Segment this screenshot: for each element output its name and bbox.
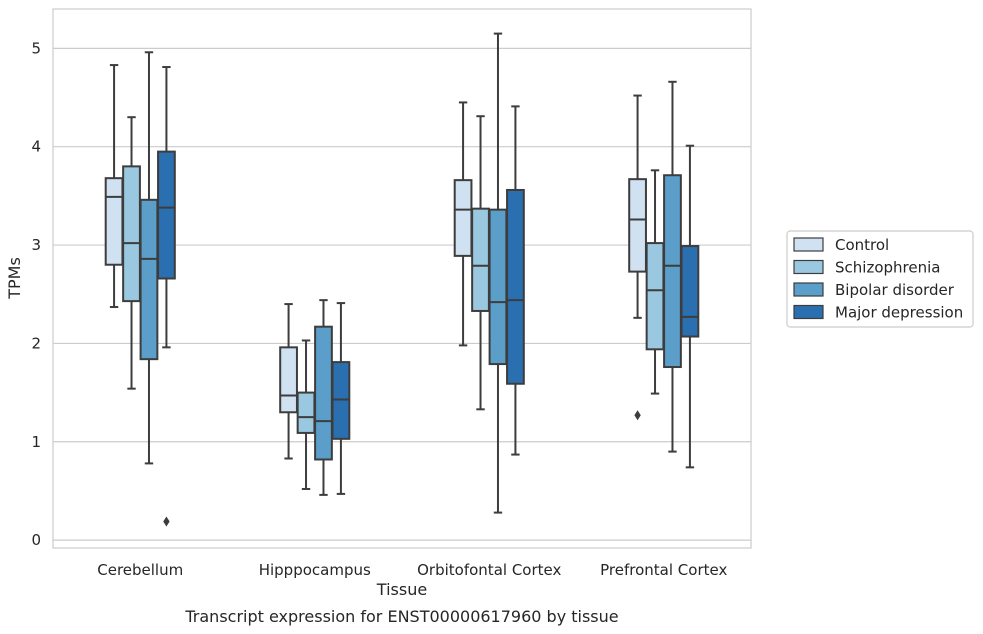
y-tick-label-0: 0 [31,531,41,549]
box-control-1 [279,303,298,460]
y-tick-label-5: 5 [31,39,41,57]
legend-label-schizophrenia: Schizophrenia [835,259,940,277]
x-tick-label-orbitofontal-cortex: Orbitofontal Cortex [417,561,561,579]
y-axis-ticks: 0 1 2 3 4 5 [31,39,41,549]
box-control-3 [628,94,647,421]
box-schizophrenia-3 [645,169,665,395]
box-schizophrenia-0 [122,116,141,390]
legend-swatch-control [793,237,824,252]
box-major-depression-3 [680,144,700,469]
box-iqr [139,198,159,361]
legend: Control Schizophrenia Bipolar disorder Majo… [786,230,974,328]
y-tick-label-3: 3 [31,236,41,254]
box-iqr [506,188,525,385]
box-iqr [157,150,176,280]
legend-swatch-major-depression [793,304,824,320]
legend-swatch-schizophrenia [793,259,824,275]
legend-label-major-depression: Major depression [835,304,963,322]
box-iqr [296,391,316,434]
y-tick-label-1: 1 [31,433,41,451]
y-axis-label: TPMs [5,257,24,300]
chart-caption: Transcript expression for ENST0000061796… [184,607,618,626]
box-iqr [471,207,490,312]
box-iqr [122,165,141,303]
box-iqr [314,325,333,461]
x-axis-label: Tissue [376,580,427,599]
box-major-depression-0 [157,66,176,527]
box-iqr [488,208,508,366]
box-bipolar-disorder-3 [663,80,682,453]
box-iqr [104,177,124,266]
box-major-depression-1 [331,302,351,495]
box-major-depression-2 [506,105,525,456]
y-tick-label-4: 4 [31,138,41,156]
legend-box [786,230,974,328]
outlier-point [163,516,170,527]
box-series [104,32,700,527]
x-tick-label-hipppocampus: Hipppocampus [259,561,371,579]
x-tick-label-prefrontal-cortex: Prefrontal Cortex [600,561,727,579]
legend-label-control: Control [835,236,889,254]
outlier-point [634,410,641,421]
x-tick-label-cerebellum: Cerebellum [97,561,183,579]
box-bipolar-disorder-2 [488,32,508,514]
box-iqr [645,242,665,351]
legend-label-bipolar-disorder: Bipolar disorder [835,281,955,299]
box-iqr [663,174,682,369]
legend-swatch-bipolar-disorder [793,282,824,297]
box-iqr [279,346,298,414]
y-tick-label-2: 2 [31,334,41,352]
box-iqr [628,178,647,273]
plot-area-frame [52,8,752,549]
box-iqr [680,245,700,338]
x-axis-ticks: Cerebellum Hipppocampus Orbitofontal Corte… [97,561,727,579]
box-iqr [453,179,473,257]
